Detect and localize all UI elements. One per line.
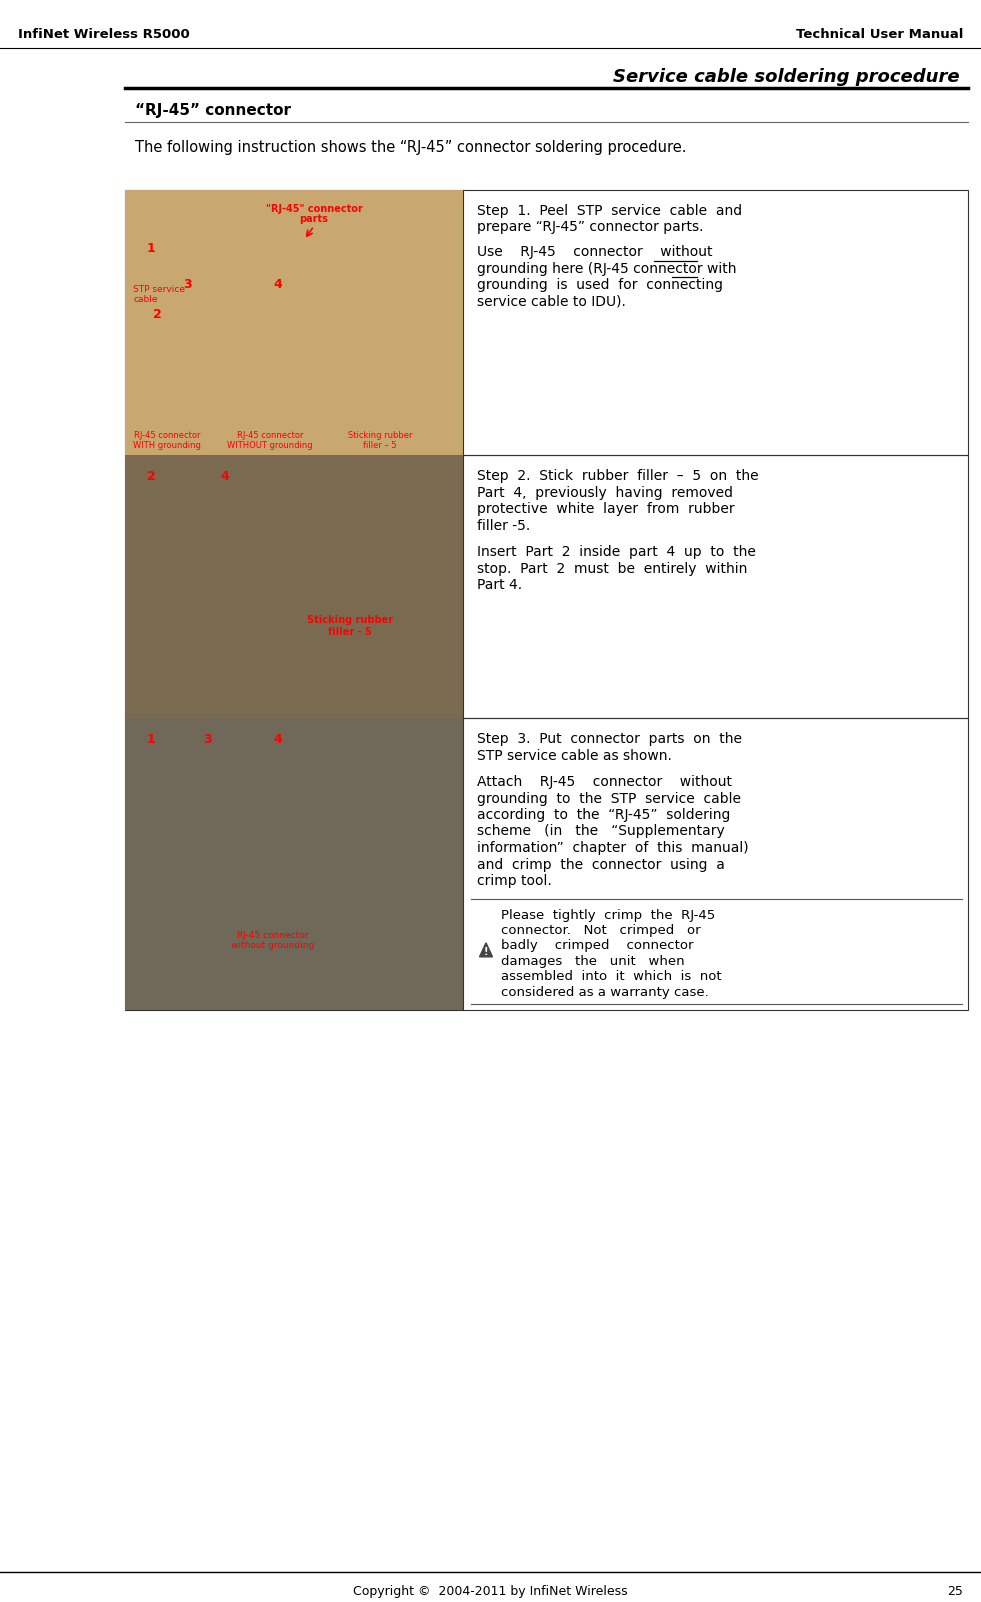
Text: badly    crimped    connector: badly crimped connector <box>501 939 694 953</box>
Text: STP service
cable: STP service cable <box>133 285 185 304</box>
Text: RJ-45 connector
WITH grounding: RJ-45 connector WITH grounding <box>133 431 201 450</box>
Bar <box>125 191 968 455</box>
Text: 1: 1 <box>147 734 156 747</box>
Text: Service cable soldering procedure: Service cable soldering procedure <box>613 67 960 87</box>
Text: 2: 2 <box>147 469 156 482</box>
Text: scheme   (in   the   “Supplementary: scheme (in the “Supplementary <box>477 825 725 838</box>
Bar <box>125 455 968 718</box>
Text: 3: 3 <box>203 734 212 747</box>
Text: "RJ-45" connector: "RJ-45" connector <box>266 203 362 215</box>
Text: Part  4,  previously  having  removed: Part 4, previously having removed <box>477 485 733 500</box>
Text: Step  1.  Peel  STP  service  cable  and: Step 1. Peel STP service cable and <box>477 203 742 218</box>
Text: connector.   Not   crimped   or: connector. Not crimped or <box>501 924 700 937</box>
Text: grounding here (RJ-45 connector with: grounding here (RJ-45 connector with <box>477 261 737 276</box>
Text: Part 4.: Part 4. <box>477 578 522 593</box>
Text: and  crimp  the  connector  using  a: and crimp the connector using a <box>477 857 725 871</box>
Polygon shape <box>480 944 492 956</box>
Text: information”  chapter  of  this  manual): information” chapter of this manual) <box>477 841 749 855</box>
Text: service cable to IDU).: service cable to IDU). <box>477 295 626 309</box>
Bar <box>125 718 463 1009</box>
Text: “RJ-45” connector: “RJ-45” connector <box>135 103 291 119</box>
Text: Step  2.  Stick  rubber  filler  –  5  on  the: Step 2. Stick rubber filler – 5 on the <box>477 469 758 482</box>
Text: 4: 4 <box>273 734 282 747</box>
Text: The following instruction shows the “RJ-45” connector soldering procedure.: The following instruction shows the “RJ-… <box>135 139 687 155</box>
Text: Sticking rubber
filler - 5: Sticking rubber filler - 5 <box>307 615 393 636</box>
Bar <box>125 191 463 455</box>
Text: 4: 4 <box>220 469 229 482</box>
Text: 25: 25 <box>947 1584 963 1599</box>
Text: Technical User Manual: Technical User Manual <box>796 27 963 42</box>
Text: Use    RJ-45    connector    without: Use RJ-45 connector without <box>477 245 712 260</box>
Text: filler -5.: filler -5. <box>477 519 531 532</box>
Text: 3: 3 <box>183 279 191 292</box>
Text: Insert  Part  2  inside  part  4  up  to  the: Insert Part 2 inside part 4 up to the <box>477 545 756 559</box>
Text: grounding  is  used  for  connecting: grounding is used for connecting <box>477 279 723 292</box>
Text: assembled  into  it  which  is  not: assembled into it which is not <box>501 971 722 984</box>
Text: crimp tool.: crimp tool. <box>477 875 551 888</box>
Text: !: ! <box>484 947 489 958</box>
Text: STP service cable as shown.: STP service cable as shown. <box>477 748 672 763</box>
Text: RJ-45 connector
without grounding: RJ-45 connector without grounding <box>232 931 315 950</box>
Text: protective  white  layer  from  rubber: protective white layer from rubber <box>477 501 735 516</box>
Text: RJ-45 connector
WITHOUT grounding: RJ-45 connector WITHOUT grounding <box>228 431 313 450</box>
Text: Attach    RJ-45    connector    without: Attach RJ-45 connector without <box>477 775 732 790</box>
Bar <box>125 718 968 1009</box>
Text: Please  tightly  crimp  the  RJ-45: Please tightly crimp the RJ-45 <box>501 908 715 921</box>
Text: prepare “RJ-45” connector parts.: prepare “RJ-45” connector parts. <box>477 221 703 234</box>
Text: Copyright ©  2004-2011 by InfiNet Wireless: Copyright © 2004-2011 by InfiNet Wireles… <box>353 1584 627 1599</box>
Text: damages   the   unit   when: damages the unit when <box>501 955 685 968</box>
Text: grounding  to  the  STP  service  cable: grounding to the STP service cable <box>477 791 741 806</box>
Text: parts: parts <box>299 215 329 224</box>
Text: according  to  the  “RJ-45”  soldering: according to the “RJ-45” soldering <box>477 807 731 822</box>
Text: considered as a warranty case.: considered as a warranty case. <box>501 985 708 1000</box>
Bar <box>125 455 463 718</box>
Text: 4: 4 <box>273 279 282 292</box>
Text: 1: 1 <box>147 242 156 255</box>
Text: Step  3.  Put  connector  parts  on  the: Step 3. Put connector parts on the <box>477 732 742 747</box>
Text: stop.  Part  2  must  be  entirely  within: stop. Part 2 must be entirely within <box>477 561 748 575</box>
Text: 2: 2 <box>153 308 162 320</box>
Text: InfiNet Wireless R5000: InfiNet Wireless R5000 <box>18 27 189 42</box>
Text: Sticking rubber
filler – 5: Sticking rubber filler – 5 <box>347 431 412 450</box>
